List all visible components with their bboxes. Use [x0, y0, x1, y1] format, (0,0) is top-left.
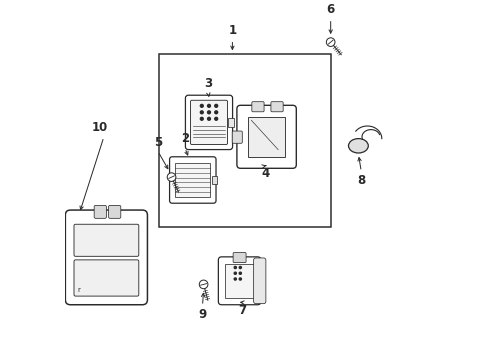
- FancyBboxPatch shape: [237, 105, 296, 168]
- FancyBboxPatch shape: [170, 157, 216, 203]
- Bar: [212, 176, 218, 184]
- Circle shape: [234, 272, 236, 274]
- FancyBboxPatch shape: [232, 131, 242, 143]
- FancyBboxPatch shape: [74, 260, 139, 296]
- Circle shape: [200, 111, 203, 114]
- FancyBboxPatch shape: [109, 205, 121, 218]
- Text: 2: 2: [181, 132, 189, 145]
- Circle shape: [200, 104, 203, 107]
- Circle shape: [239, 278, 242, 280]
- Text: 9: 9: [198, 308, 207, 321]
- Circle shape: [215, 111, 218, 114]
- Circle shape: [208, 111, 210, 114]
- Circle shape: [215, 104, 218, 107]
- Circle shape: [239, 266, 242, 269]
- Bar: [228, 118, 234, 127]
- Circle shape: [200, 117, 203, 120]
- Text: 1: 1: [228, 24, 237, 37]
- FancyBboxPatch shape: [271, 102, 283, 112]
- Circle shape: [326, 38, 335, 46]
- Text: 8: 8: [357, 174, 366, 186]
- FancyBboxPatch shape: [185, 95, 233, 150]
- Bar: [225, 264, 254, 298]
- Text: 10: 10: [92, 121, 108, 134]
- Circle shape: [208, 117, 210, 120]
- Circle shape: [208, 104, 210, 107]
- Circle shape: [234, 266, 236, 269]
- Circle shape: [199, 280, 208, 289]
- Text: 7: 7: [238, 304, 246, 317]
- Bar: [159, 54, 331, 227]
- Circle shape: [215, 117, 218, 120]
- FancyBboxPatch shape: [94, 205, 106, 218]
- Circle shape: [167, 173, 176, 181]
- Circle shape: [239, 272, 242, 274]
- FancyBboxPatch shape: [219, 257, 261, 305]
- Text: 6: 6: [326, 3, 335, 16]
- Text: 4: 4: [262, 167, 270, 180]
- Text: 3: 3: [204, 77, 212, 90]
- Circle shape: [234, 278, 236, 280]
- FancyBboxPatch shape: [252, 102, 264, 112]
- Bar: [175, 163, 210, 197]
- FancyBboxPatch shape: [65, 210, 147, 305]
- FancyBboxPatch shape: [191, 100, 227, 144]
- FancyBboxPatch shape: [254, 258, 266, 303]
- Text: 5: 5: [154, 136, 162, 149]
- FancyBboxPatch shape: [74, 224, 139, 256]
- Bar: [248, 117, 285, 157]
- Ellipse shape: [348, 139, 368, 153]
- Text: r: r: [77, 288, 80, 293]
- FancyBboxPatch shape: [233, 253, 246, 263]
